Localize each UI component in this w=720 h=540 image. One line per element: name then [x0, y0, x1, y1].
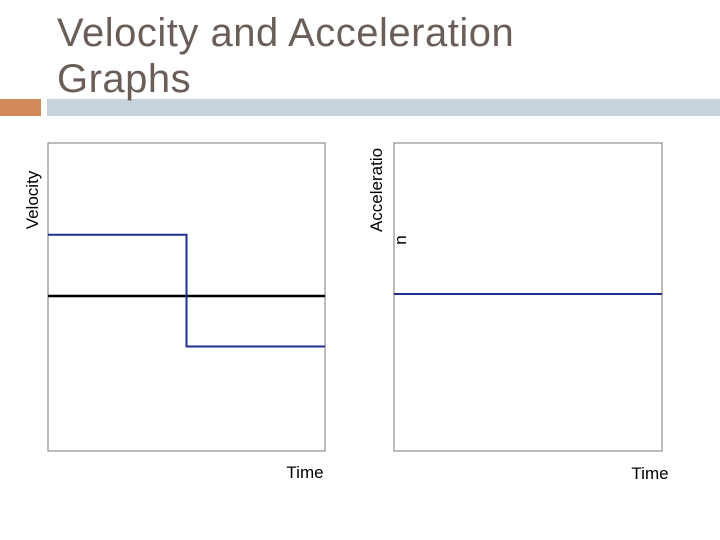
acceleration-plot-frame: [393, 142, 663, 452]
title-underline-bar: [47, 99, 720, 116]
velocity-x-axis-label: Time: [286, 463, 323, 482]
title-accent-bar: [0, 99, 41, 116]
slide-title: Velocity and Acceleration Graphs: [57, 11, 515, 101]
acceleration-x-axis-label: Time: [631, 464, 668, 483]
velocity-y-axis-label: Velocity: [23, 170, 42, 229]
acceleration-y-axis-label-line2: n: [391, 235, 410, 244]
velocity-series-line: [48, 233, 325, 348]
acceleration-y-axis-label-line1: Acceleratio: [367, 148, 386, 232]
